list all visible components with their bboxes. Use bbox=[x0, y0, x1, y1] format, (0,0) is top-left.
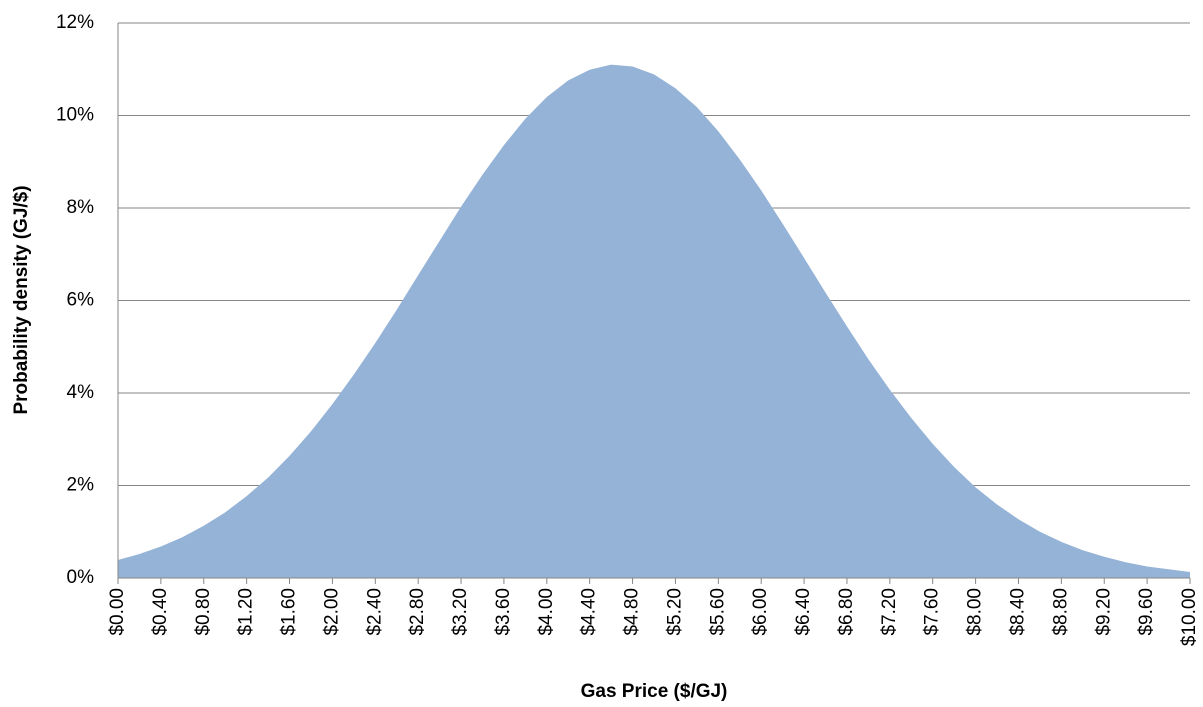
x-tick-label: $1.60 bbox=[279, 588, 300, 636]
x-tick-label: $2.00 bbox=[321, 588, 342, 636]
x-tick-label: $7.20 bbox=[879, 588, 900, 636]
x-tick-label: $6.80 bbox=[836, 588, 857, 636]
y-tick-label: 2% bbox=[67, 475, 95, 496]
x-tick-label: $4.40 bbox=[579, 588, 600, 636]
y-tick-label: 4% bbox=[67, 382, 95, 403]
x-tick-label: $3.20 bbox=[450, 588, 471, 636]
x-tick-label: $5.20 bbox=[664, 588, 685, 636]
x-tick-label: $3.60 bbox=[493, 588, 514, 636]
x-tick-label: $6.00 bbox=[750, 588, 771, 636]
x-tick-label: $2.40 bbox=[364, 588, 385, 636]
x-tick-label: $8.80 bbox=[1050, 588, 1071, 636]
x-tick-label: $9.60 bbox=[1136, 588, 1157, 636]
x-tick-label: $4.00 bbox=[536, 588, 557, 636]
x-tick-label: $9.20 bbox=[1093, 588, 1114, 636]
y-axis-title: Probability density (GJ/$) bbox=[11, 185, 32, 414]
x-tick-label: $2.80 bbox=[407, 588, 428, 636]
x-tick-label: $7.60 bbox=[922, 588, 943, 636]
y-tick-label: 8% bbox=[67, 197, 95, 218]
y-tick-label: 0% bbox=[67, 567, 95, 588]
x-tick-label: $0.40 bbox=[150, 588, 171, 636]
x-tick-label: $4.80 bbox=[622, 588, 643, 636]
x-axis-title: Gas Price ($/GJ) bbox=[581, 681, 728, 702]
x-tick-label: $8.40 bbox=[1007, 588, 1028, 636]
area bbox=[118, 64, 1190, 578]
y-tick-label: 6% bbox=[67, 290, 95, 311]
x-tick-label: $0.00 bbox=[107, 588, 128, 636]
x-tick-label: $8.00 bbox=[965, 588, 986, 636]
x-tick-label: $5.60 bbox=[707, 588, 728, 636]
x-tick-label: $1.20 bbox=[236, 588, 257, 636]
x-tick-label: $0.80 bbox=[193, 588, 214, 636]
x-tick-label: $6.40 bbox=[793, 588, 814, 636]
y-tick-label: 12% bbox=[56, 12, 94, 33]
y-tick-label: 10% bbox=[56, 105, 94, 126]
x-tick-label: $10.00 bbox=[1179, 588, 1200, 646]
